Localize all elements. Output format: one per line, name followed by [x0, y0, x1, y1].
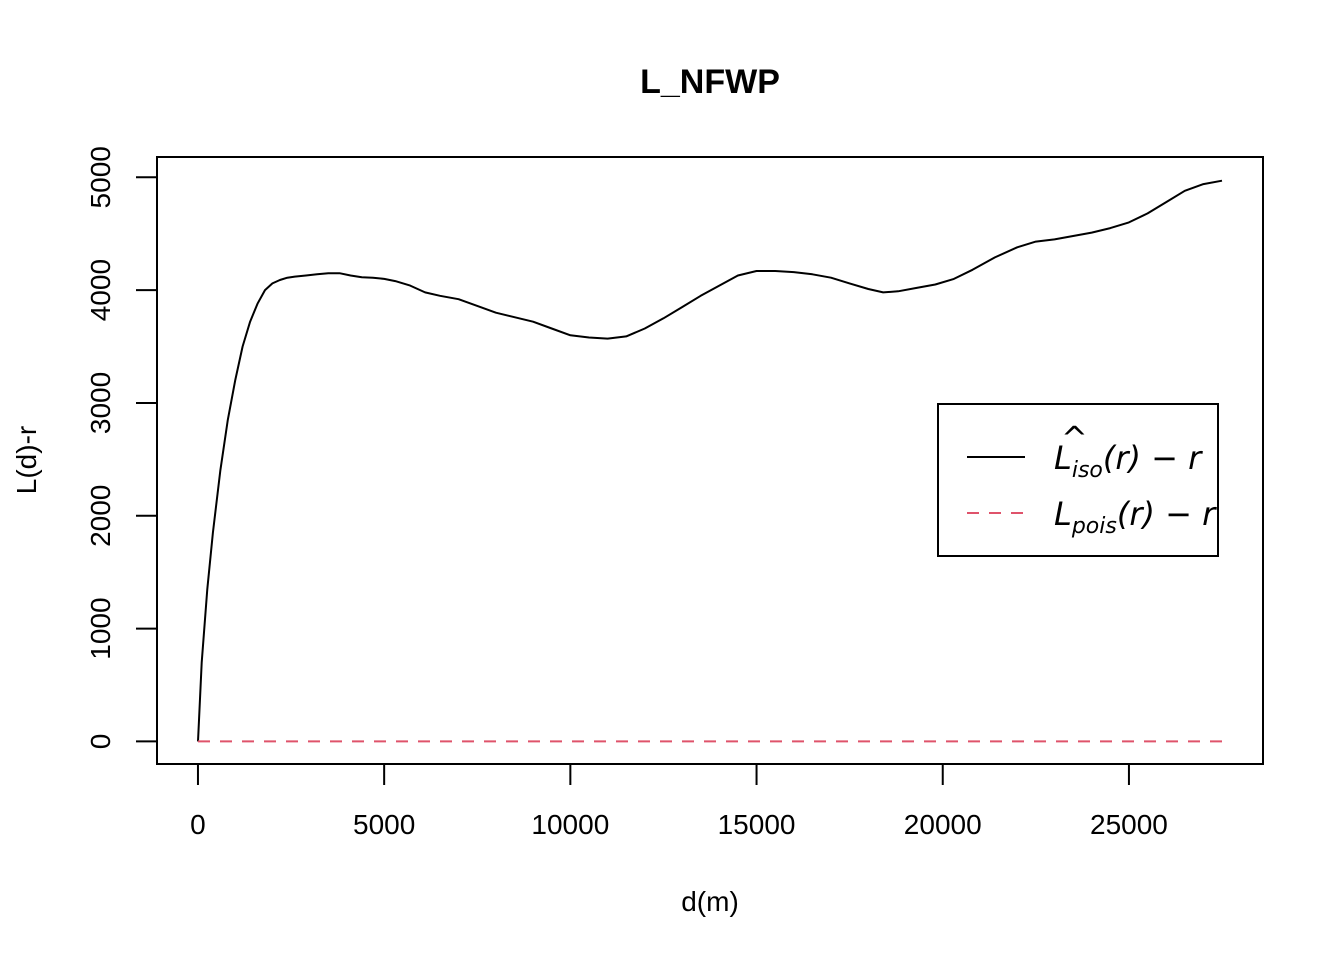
y-tick-label: 2000 [85, 485, 116, 547]
x-tick-label: 15000 [718, 809, 796, 840]
x-tick-label: 0 [190, 809, 206, 840]
x-tick-label: 20000 [904, 809, 982, 840]
y-axis-label: L(d)-r [11, 426, 42, 494]
series-line-iso [197, 179, 1223, 742]
y-tick-label: 0 [85, 734, 116, 750]
y-tick-label: 4000 [85, 259, 116, 321]
x-tick-label: 25000 [1090, 809, 1168, 840]
y-tick-label: 1000 [85, 597, 116, 659]
x-tick-label: 10000 [531, 809, 609, 840]
legend-hat-iso: ^ [1061, 419, 1088, 457]
x-tick-label: 5000 [353, 809, 415, 840]
y-tick-label: 3000 [85, 372, 116, 434]
x-axis-label: d(m) [681, 886, 739, 917]
y-tick-label: 5000 [85, 146, 116, 208]
legend-label-iso: Liso(r) − r [1054, 439, 1203, 483]
legend-label-pois: Lpois(r) − r [1054, 495, 1217, 539]
chart-title: L_NFWP [640, 63, 780, 101]
legend-box [937, 403, 1219, 557]
